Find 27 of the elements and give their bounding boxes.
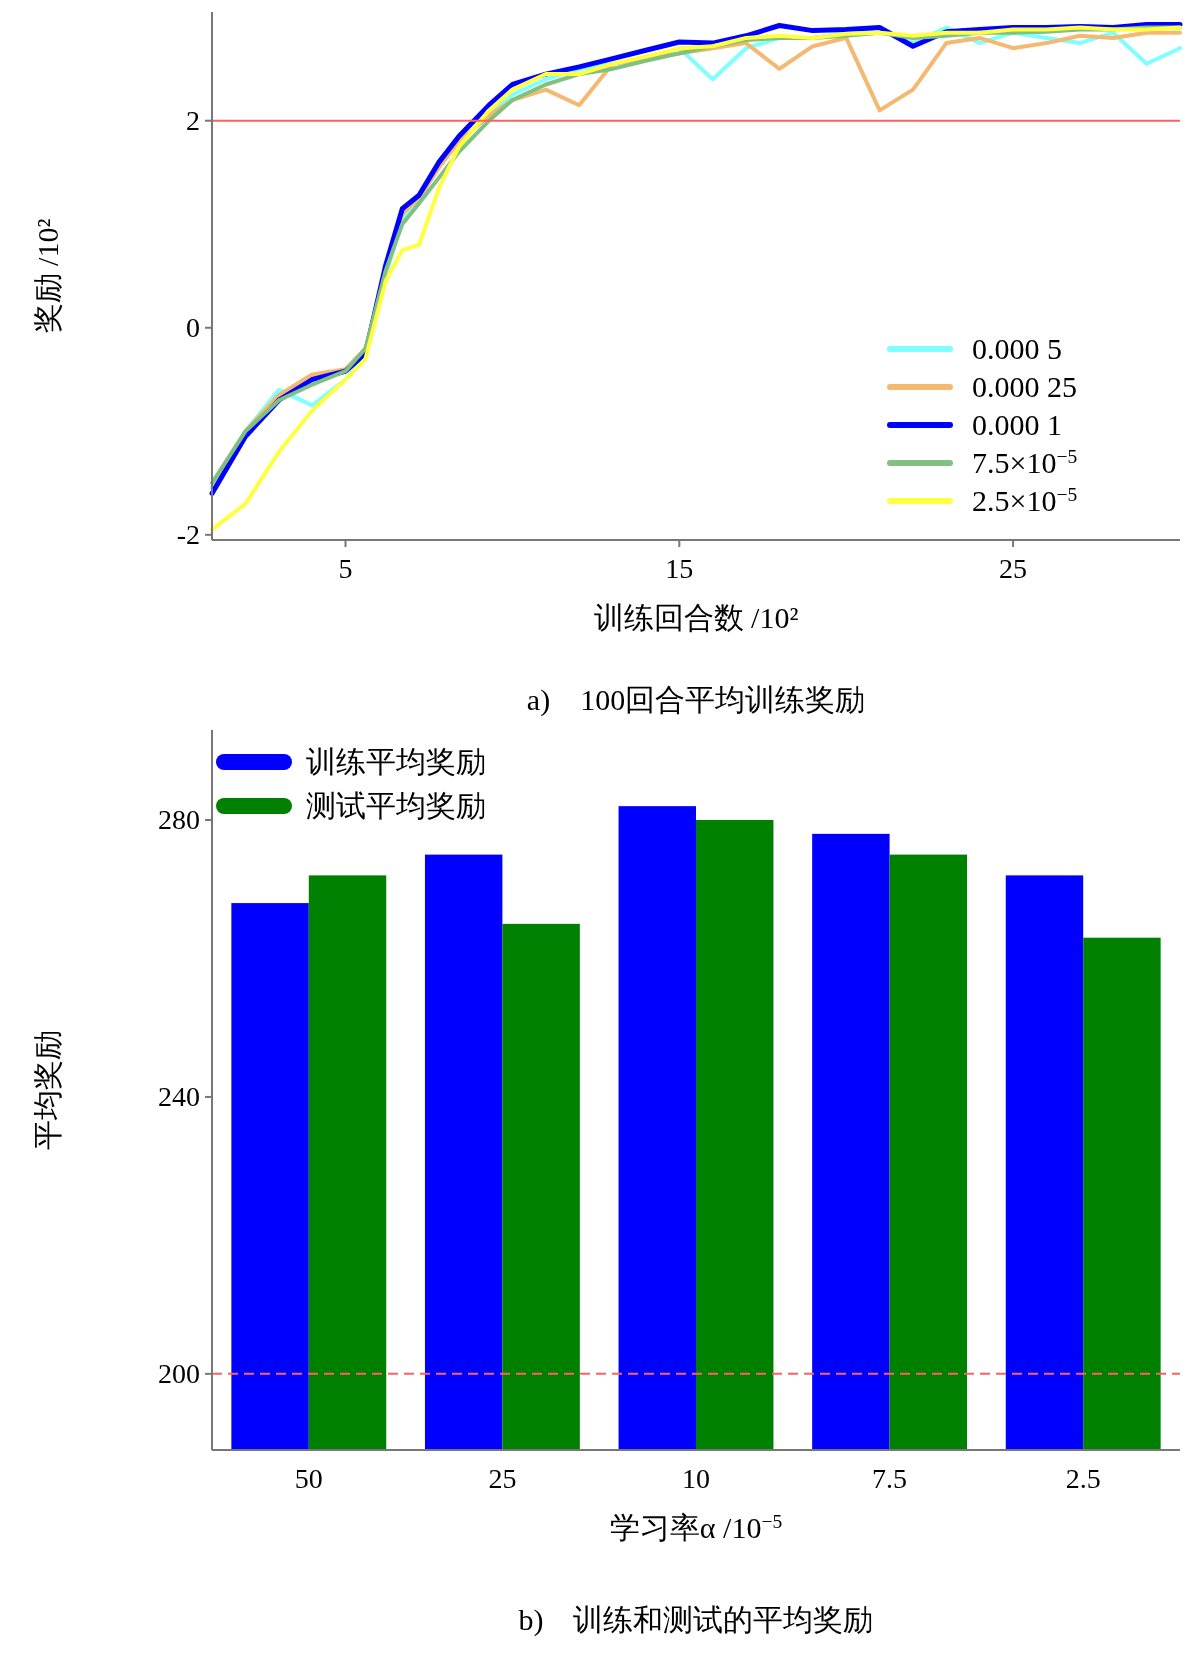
y-tick-label: 280 — [158, 804, 200, 835]
y-tick-label: 200 — [158, 1357, 200, 1389]
x-tick-label: 2.5 — [1065, 1463, 1101, 1494]
x-tick-label: 7.5 — [872, 1463, 908, 1494]
y-tick-label: -2 — [176, 518, 200, 550]
x-tick-label: 25 — [999, 553, 1028, 584]
y-tick-label: 240 — [158, 1080, 200, 1112]
legend-label: 训练平均奖励 — [306, 745, 486, 778]
legend-label: 0.000 5 — [972, 332, 1062, 365]
legend-label: 0.000 1 — [972, 408, 1062, 441]
text: b) 训练和测试的平均奖励 — [518, 1603, 874, 1637]
x-tick-label: 10 — [682, 1463, 710, 1494]
legend-label: 2.5×10$^{−5}$ — [972, 483, 1078, 517]
legend-label: 0.000 25 — [972, 370, 1077, 403]
x-tick-label: 5 — [338, 553, 353, 584]
legend-label: 7.5×10$^{−5}$ — [972, 445, 1078, 479]
text: a) 100回合平均训练奖励 — [526, 683, 866, 717]
y-axis-title: 奖励 /10² — [31, 218, 64, 334]
x-tick-label: 25 — [488, 1463, 517, 1494]
y-tick-label: 2 — [186, 104, 200, 136]
y-axis-title: 平均奖励 — [31, 1030, 64, 1150]
legend-label: 测试平均奖励 — [306, 789, 486, 822]
y-tick-label: 0 — [186, 311, 200, 343]
x-axis-title: 训练回合数 /10² — [593, 601, 799, 634]
x-tick-label: 50 — [294, 1463, 323, 1494]
x-axis-title: 学习率α /10$^{−5}$ — [609, 1510, 783, 1544]
x-tick-label: 15 — [665, 553, 694, 584]
